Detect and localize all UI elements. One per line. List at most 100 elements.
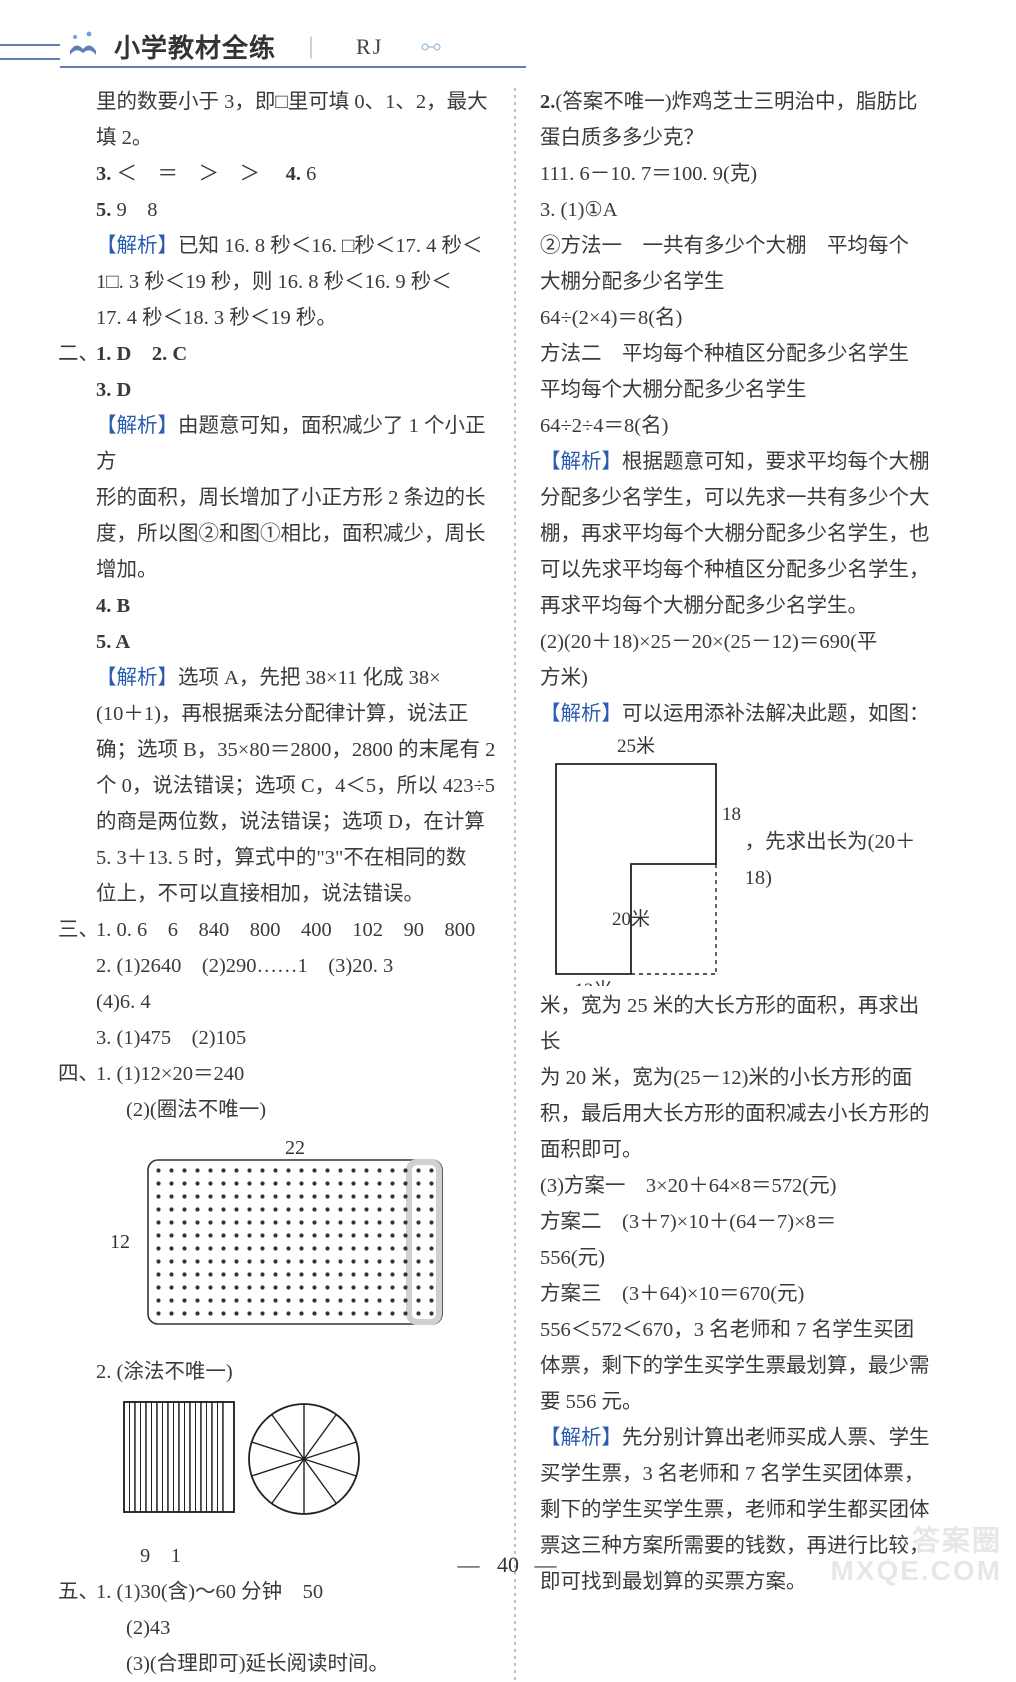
header-tag: RJ: [356, 34, 383, 60]
answer: 3. D: [96, 379, 131, 401]
text-line: 111. 6－10. 7＝100. 9(克): [540, 156, 934, 192]
text-line: 方米): [540, 660, 934, 696]
text-line: (2)(圈法不唯一): [96, 1092, 496, 1128]
text: 根据题意可知，要求平均每个大棚: [622, 451, 930, 473]
text-line: 里的数要小于 3，即□里可填 0、1、2，最大: [96, 84, 496, 120]
text-line: 增加。: [96, 552, 496, 588]
fraction-figure: [120, 1396, 400, 1520]
text-line: 个 0，说法错误；选项 C，4＜5，所以 423÷5: [96, 768, 496, 804]
svg-text:22: 22: [285, 1137, 305, 1159]
text-line: 蛋白质多多少克？: [540, 120, 934, 156]
header-rule-left: [0, 44, 60, 60]
text-line: 平均每个大棚分配多少名学生: [540, 372, 934, 408]
answer: 1. D: [96, 343, 131, 365]
text-line: 可以先求平均每个种植区分配多少名学生，: [540, 552, 934, 588]
text: 可以运用添补法解决此题，如图：: [622, 703, 930, 725]
text-line: 确；选项 B，35×80＝2800，2800 的末尾有 2: [96, 732, 496, 768]
section-label: 三、: [58, 912, 99, 948]
text-line: 64÷2÷4＝8(名): [540, 408, 934, 444]
dash-icon: —: [535, 1552, 559, 1577]
text-line: 买学生票，3 名老师和 7 名学生买团体票，: [540, 1456, 934, 1492]
dot-array-figure: 2212: [100, 1136, 460, 1336]
answer: 1. (1)12×20＝240: [96, 1063, 244, 1085]
svg-text:25米: 25米: [617, 735, 655, 757]
text-line: (10＋1)，再根据乘法分配律计算，说法正: [96, 696, 496, 732]
item-num: 3.: [96, 163, 111, 185]
text-line: 1□. 3 秒＜19 秒，则 16. 8 秒＜16. 9 秒＜: [96, 264, 496, 300]
text-line: 2. (1)2640 (2)290……1 (3)20. 3: [96, 948, 496, 984]
analysis: 【解析】选项 A，先把 38×11 化成 38×: [96, 660, 496, 696]
svg-text:12米: 12米: [574, 979, 612, 986]
svg-text:20米: 20米: [612, 908, 650, 930]
page-number: 40: [497, 1552, 519, 1577]
section: 四、1. (1)12×20＝240: [96, 1056, 496, 1092]
item-num: 4.: [286, 163, 301, 185]
text-line: 5. 3＋13. 5 时，算式中的"3"不在相同的数: [96, 840, 496, 876]
item-num: 2.: [540, 91, 555, 113]
text-line: 4. B: [96, 588, 496, 624]
text-line: 形的面积，周长增加了小正方形 2 条边的长: [96, 480, 496, 516]
analysis-label: 【解析】: [540, 1427, 622, 1449]
text-line: ②方法一 一共有多少个大棚 平均每个: [540, 228, 934, 264]
text-line: 米，宽为 25 米的大长方形的面积，再求出长: [540, 988, 934, 1060]
text-line: 积，最后用大长方形的面积减去小长方形的: [540, 1096, 934, 1132]
text-line: 要 556 元。: [540, 1384, 934, 1420]
svg-text:18米: 18米: [722, 803, 741, 825]
left-column: 里的数要小于 3，即□里可填 0、1、2，最大 填 2。 3. ＜ ＝ ＞ ＞ …: [96, 84, 514, 1682]
answer: 5. A: [96, 631, 130, 653]
text-line: 2. (涂法不唯一): [96, 1354, 496, 1390]
text-line: (3)(合理即可)延长阅读时间。: [96, 1646, 496, 1682]
analysis: 【解析】根据题意可知，要求平均每个大棚: [540, 444, 934, 480]
text-line: 为 20 米，宽为(25－12)米的小长方形的面: [540, 1060, 934, 1096]
text-line: 3. D: [96, 372, 496, 408]
watermark-line: 答案圈: [830, 1526, 1002, 1556]
analysis-label: 【解析】: [96, 667, 178, 689]
text-line: 556(元): [540, 1240, 934, 1276]
analysis-label: 【解析】: [96, 415, 178, 437]
analysis-label: 【解析】: [540, 703, 622, 725]
text: ，先求出长为(20＋18): [745, 824, 934, 896]
text-line: 5. A: [96, 624, 496, 660]
text: 选项 A，先把 38×11 化成 38×: [178, 667, 441, 689]
text-line: 分配多少名学生，可以先求一共有多少个大: [540, 480, 934, 516]
analysis: 【解析】先分别计算出老师买成人票、学生: [540, 1420, 934, 1456]
text-line: 再求平均每个大棚分配多少名学生。: [540, 588, 934, 624]
section: 三、1. 0. 6 6 840 800 400 102 90 800: [96, 912, 496, 948]
answer: 1. 0. 6 6 840 800 400 102 90 800: [96, 919, 475, 941]
text-line: 棚，再求平均每个大棚分配多少名学生，也: [540, 516, 934, 552]
text-line: (3)方案一 3×20＋64×8＝572(元): [540, 1168, 934, 1204]
header-title: 小学教材全练: [114, 28, 276, 65]
header-separator: ｜: [300, 31, 322, 63]
knot-icon: [419, 35, 443, 59]
lshape-figure: 25米 18米 20米 12米: [540, 734, 741, 986]
analysis: 【解析】已知 16. 8 秒＜16. □秒＜17. 4 秒＜: [96, 228, 496, 264]
section: 二、1. D 2. C: [96, 336, 496, 372]
text-line: 方案三 (3＋64)×10＝670(元): [540, 1276, 934, 1312]
text-line: 3. (1)475 (2)105: [96, 1020, 496, 1056]
section: 五、1. (1)30(含)～60 分钟 50: [96, 1574, 496, 1610]
section-label: 四、: [58, 1056, 99, 1092]
text-line: 556＜572＜670，3 名老师和 7 名学生买团: [540, 1312, 934, 1348]
section-label: 五、: [58, 1574, 99, 1610]
text: (答案不唯一)炸鸡芝士三明治中，脂肪比: [555, 91, 917, 113]
text-line: 体票，剩下的学生买学生票最划算，最少需: [540, 1348, 934, 1384]
section-label: 二、: [58, 336, 99, 372]
text-line: 的商是两位数，说法错误；选项 D，在计算: [96, 804, 496, 840]
text-line: 填 2。: [96, 120, 496, 156]
text-line: 度，所以图②和图①相比，面积减少，周长: [96, 516, 496, 552]
answer: 4. B: [96, 595, 130, 617]
text-line: 5. 9 8: [96, 192, 496, 228]
text-line: 剩下的学生买学生票，老师和学生都买团体: [540, 1492, 934, 1528]
text-line: 3. (1)①A: [540, 192, 934, 228]
answer: 2. C: [152, 343, 187, 365]
header-underline: [60, 66, 526, 68]
book-icon: [66, 29, 100, 64]
analysis-label: 【解析】: [540, 451, 622, 473]
lshape-row: 25米 18米 20米 12米 ，先求出长为(20＋18): [540, 732, 934, 988]
text-line: 大棚分配多少名学生: [540, 264, 934, 300]
text: 先分别计算出老师买成人票、学生: [622, 1427, 930, 1449]
content-columns: 里的数要小于 3，即□里可填 0、1、2，最大 填 2。 3. ＜ ＝ ＞ ＞ …: [0, 74, 1016, 1682]
text-line: 64÷(2×4)＝8(名): [540, 300, 934, 336]
analysis-label: 【解析】: [96, 235, 178, 257]
analysis: 【解析】可以运用添补法解决此题，如图：: [540, 696, 934, 732]
